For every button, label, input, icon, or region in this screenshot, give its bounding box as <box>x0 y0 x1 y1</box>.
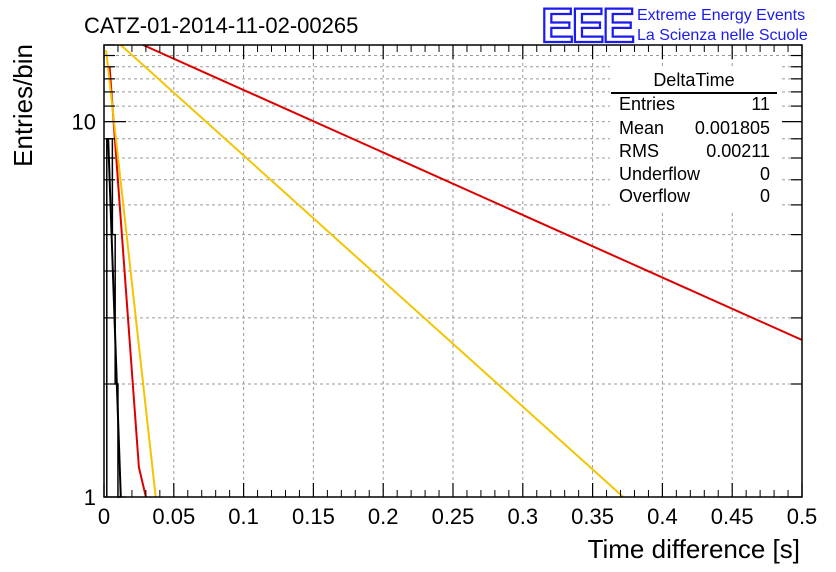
fit-curve-4 <box>142 45 802 341</box>
chart-title: CATZ-01-2014-11-02-00265 <box>84 13 358 38</box>
fit-curve-2 <box>108 66 147 497</box>
logo-line-2: La Scienza nelle Scuole <box>637 27 808 44</box>
x-tick-label: 0 <box>98 504 110 529</box>
fit-curve-3 <box>105 50 157 497</box>
axis-ticks <box>103 44 803 498</box>
x-tick-label: 0.2 <box>368 504 399 529</box>
stats-label-mean: Mean <box>619 118 664 138</box>
logo-mark: EEE <box>541 0 634 53</box>
x-axis-label: Time difference [s] <box>588 534 800 564</box>
stats-label-entries: Entries <box>619 94 675 114</box>
grid-lines <box>104 45 802 497</box>
y-axis-label: Entries/bin <box>8 44 38 167</box>
x-tick-label: 0.15 <box>292 504 335 529</box>
stats-label-rms: RMS <box>619 141 659 161</box>
fit-curve-5 <box>120 45 624 497</box>
fit-curves <box>105 45 802 497</box>
x-tick-label: 0.35 <box>571 504 614 529</box>
stats-value-entries: 11 <box>751 94 770 114</box>
stats-label-overflow: Overflow <box>619 186 691 206</box>
stats-value-underflow: 0 <box>760 164 770 184</box>
stats-value-rms: 0.00211 <box>706 141 770 161</box>
x-tick-label: 0.4 <box>647 504 678 529</box>
eee-logo: EEE Extreme Energy Events La Scienza nel… <box>540 0 808 54</box>
stats-title: DeltaTime <box>653 70 734 90</box>
x-tick-labels: 0 0.05 0.1 0.15 0.2 0.25 0.3 0.35 0.4 0.45 0.5 <box>98 504 817 529</box>
x-tick-label: 0.45 <box>711 504 754 529</box>
x-tick-label: 0.05 <box>152 504 195 529</box>
stats-label-underflow: Underflow <box>619 164 701 184</box>
y-tick-label: 1 <box>84 485 96 510</box>
x-tick-label: 0.5 <box>787 504 818 529</box>
stats-box: DeltaTime Entries 11 Mean 0.001805 RMS 0… <box>610 66 782 212</box>
x-tick-label: 0.25 <box>432 504 475 529</box>
stats-value-overflow: 0 <box>760 186 770 206</box>
y-tick-label: 10 <box>72 110 96 135</box>
x-tick-label: 0.3 <box>508 504 539 529</box>
logo-line-1: Extreme Energy Events <box>637 7 805 24</box>
x-tick-label: 0.1 <box>228 504 259 529</box>
y-tick-labels: 1 10 <box>72 110 96 510</box>
stats-value-mean: 0.001805 <box>695 118 770 138</box>
